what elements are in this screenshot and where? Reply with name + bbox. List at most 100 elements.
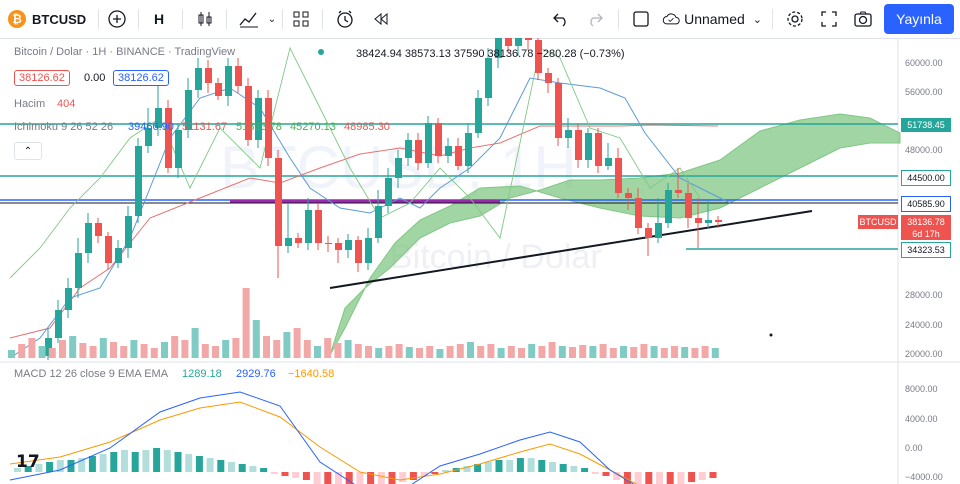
volume-bars-group[interactable] (8, 288, 719, 358)
candle-body[interactable] (205, 68, 212, 83)
candle-body[interactable] (705, 220, 712, 223)
candle-body[interactable] (515, 38, 522, 46)
replay-icon[interactable] (368, 0, 394, 38)
candle-body[interactable] (495, 38, 502, 58)
candle-body[interactable] (655, 223, 662, 238)
layout-grid-icon[interactable] (288, 0, 314, 38)
candle-body[interactable] (65, 288, 72, 310)
candle-body[interactable] (315, 210, 322, 243)
support-trend-line[interactable] (329, 210, 813, 289)
candle-body[interactable] (165, 108, 172, 168)
compare-add-icon[interactable] (104, 0, 130, 38)
candle-body[interactable] (75, 253, 82, 288)
candle-body[interactable] (405, 140, 412, 158)
candle-body[interactable] (95, 223, 102, 236)
candle-body[interactable] (335, 243, 342, 250)
candle-body[interactable] (535, 40, 542, 73)
candle-body[interactable] (595, 133, 602, 166)
candle-body[interactable] (715, 220, 722, 222)
ichimoku-label[interactable]: Ichimoku 9 26 52 26 (14, 121, 114, 133)
candle-body[interactable] (665, 190, 672, 223)
candle-body[interactable] (465, 133, 472, 166)
publish-button[interactable]: Yayınla (884, 4, 954, 34)
fullscreen-icon[interactable] (816, 0, 842, 38)
macd-label[interactable]: MACD 12 26 close 9 EMA EMA (14, 368, 169, 380)
undo-icon[interactable] (548, 0, 574, 38)
candle-body[interactable] (545, 73, 552, 83)
candle-body[interactable] (305, 210, 312, 243)
macd-histogram-group[interactable] (14, 448, 717, 484)
camera-snapshot-icon[interactable] (850, 0, 876, 38)
candle-body[interactable] (475, 98, 482, 133)
candle-body[interactable] (195, 68, 202, 90)
candle-body[interactable] (365, 238, 372, 263)
candle-body[interactable] (615, 158, 622, 193)
alert-clock-icon[interactable] (332, 0, 358, 38)
candle-body[interactable] (675, 190, 682, 193)
redo-icon[interactable] (582, 0, 608, 38)
candle-body[interactable] (145, 128, 152, 146)
fullscreen-checkbox-icon[interactable] (628, 0, 654, 38)
candle-body[interactable] (625, 193, 632, 198)
chikou-line[interactable] (9, 46, 701, 279)
candle-body[interactable] (445, 146, 452, 156)
candle-body[interactable] (575, 130, 582, 160)
candle-body[interactable] (135, 146, 142, 216)
candle-body[interactable] (275, 158, 282, 246)
candle-body[interactable] (255, 98, 262, 140)
candle-body[interactable] (355, 240, 362, 263)
candle-body[interactable] (45, 338, 52, 356)
candle-body[interactable] (415, 140, 422, 163)
candle-body[interactable] (215, 83, 222, 96)
candle-body[interactable] (295, 238, 302, 243)
candle-body[interactable] (585, 133, 592, 160)
price-label-44500[interactable]: 44500.00 (901, 170, 951, 186)
volume-label[interactable]: Hacim (14, 98, 46, 110)
price-label-34323[interactable]: 34323.53 (901, 242, 951, 258)
price-label-51738[interactable]: 51738.45 (901, 118, 951, 132)
candle-body[interactable] (55, 310, 62, 338)
chart-title[interactable]: Bitcoin / Dolar · 1H · BINANCE · Trading… (14, 46, 236, 58)
symbol-price-label[interactable]: 38136.78 (901, 215, 951, 229)
candle-body[interactable] (635, 198, 642, 228)
interval-button[interactable]: H (153, 11, 165, 27)
candle-body[interactable] (225, 66, 232, 96)
candle-body[interactable] (105, 236, 112, 263)
candle-body[interactable] (485, 58, 492, 98)
indicators-icon[interactable] (236, 0, 262, 38)
candle-body[interactable] (555, 83, 562, 138)
candle-body[interactable] (325, 243, 332, 244)
candle-body[interactable] (425, 123, 432, 163)
candle-body[interactable] (375, 206, 382, 238)
tenkan-line[interactable] (9, 77, 731, 359)
candle-body[interactable] (185, 90, 192, 130)
candle-body[interactable] (285, 238, 292, 246)
candle-body[interactable] (265, 98, 272, 158)
candle-body[interactable] (175, 130, 182, 168)
candle-body[interactable] (125, 216, 132, 248)
candle-body[interactable] (235, 66, 242, 86)
candle-body[interactable] (695, 218, 702, 223)
candle-body[interactable] (525, 38, 532, 40)
symbol-search-button[interactable]: ₿ BTCUSD (8, 9, 86, 29)
candle-body[interactable] (85, 223, 92, 253)
collapse-legend-chevron-icon[interactable]: ⌃ (14, 142, 42, 160)
candle-body[interactable] (645, 228, 652, 238)
candle-body[interactable] (565, 130, 572, 138)
market-status-dot[interactable] (318, 49, 324, 55)
candle-body[interactable] (605, 158, 612, 166)
candle-body[interactable] (245, 86, 252, 140)
ichimoku-cloud[interactable] (329, 113, 901, 356)
layout-name-button[interactable]: Unnamed ⌄ (662, 0, 762, 38)
macd-line[interactable] (9, 391, 720, 484)
tradingview-logo[interactable]: 𝟭𝟳 (16, 452, 40, 471)
settings-gear-icon[interactable] (782, 0, 808, 38)
candles-icon[interactable] (192, 0, 218, 38)
candle-body[interactable] (115, 248, 122, 263)
candle-body[interactable] (385, 178, 392, 206)
candle-body[interactable] (505, 38, 512, 46)
bid-price-box[interactable]: 38126.62 (14, 70, 70, 86)
symbol-tag[interactable]: BTCUSD (858, 215, 898, 229)
price-label-40585[interactable]: 40585.90 (901, 196, 951, 212)
candle-body[interactable] (345, 240, 352, 250)
